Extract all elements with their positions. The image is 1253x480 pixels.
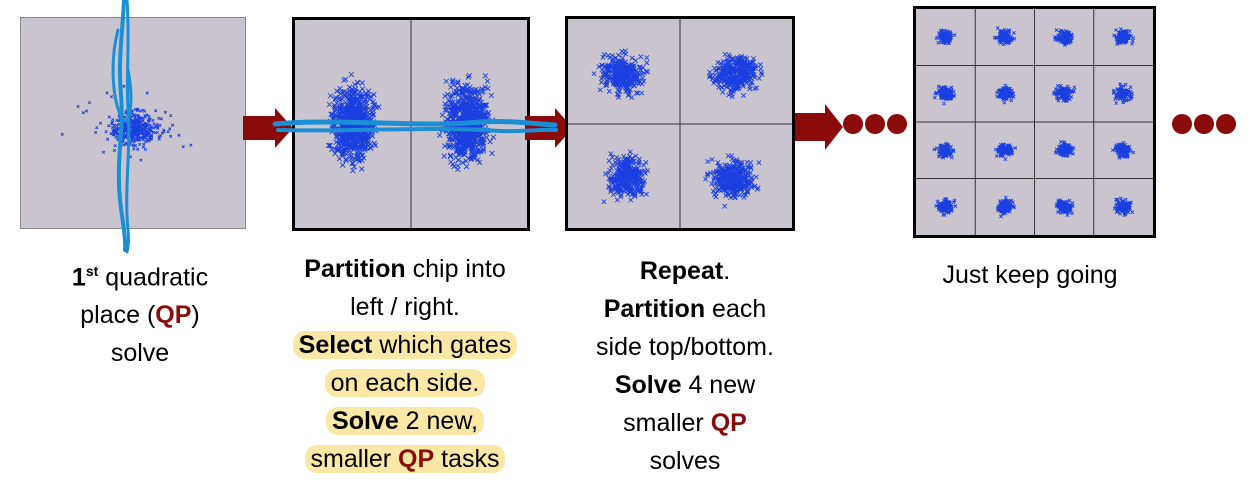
scatter-points: [1112, 27, 1136, 47]
scatter-plot-quadrants: [568, 19, 792, 228]
scatter-points: [436, 72, 497, 173]
scatter-points: [1051, 83, 1077, 103]
placement-panel-qp: [20, 17, 246, 229]
scatter-plot-grid: [916, 9, 1153, 235]
scatter-points: [591, 48, 651, 101]
scatter-plot-halves: [325, 20, 497, 228]
scatter-points: [1110, 140, 1136, 160]
scatter-points: [60, 84, 193, 162]
placement-panel-quadrants: [565, 16, 795, 231]
scatter-points: [1054, 198, 1075, 218]
scatter-points: [932, 84, 957, 106]
caption-step-1: 1st quadratic place (QP) solve: [71, 263, 209, 368]
scatter-points: [1052, 28, 1075, 48]
placement-panel-grid: [913, 6, 1156, 238]
placement-panel-halves: [292, 17, 530, 231]
ellipsis-dots-icon: [1172, 114, 1236, 134]
scatter-points: [1053, 139, 1076, 158]
caption-step-4: Just keep going: [942, 261, 1118, 289]
scatter-points: [934, 28, 957, 46]
scatter-points: [932, 141, 956, 160]
scatter-points: [993, 142, 1018, 162]
caption-step-3: Repeat. Partition each side top/bottom. …: [596, 257, 774, 475]
scatter-points: [325, 71, 382, 174]
scatter-points: [706, 51, 765, 100]
scatter-points: [1112, 196, 1135, 218]
scatter-points: [995, 83, 1016, 105]
ellipsis-dots-icon: [843, 114, 907, 134]
scatter-plot-initial: [60, 84, 193, 162]
scatter-points: [992, 26, 1017, 47]
caption-step-2: Partition chip into left / right. Select…: [255, 250, 555, 478]
arrow-right-icon: [795, 104, 843, 150]
arrow-right-icon: [243, 108, 293, 148]
scatter-points: [703, 153, 762, 209]
scatter-points: [601, 149, 651, 205]
scatter-points: [995, 195, 1017, 219]
scatter-points: [1111, 82, 1135, 106]
scatter-points: [934, 197, 958, 217]
